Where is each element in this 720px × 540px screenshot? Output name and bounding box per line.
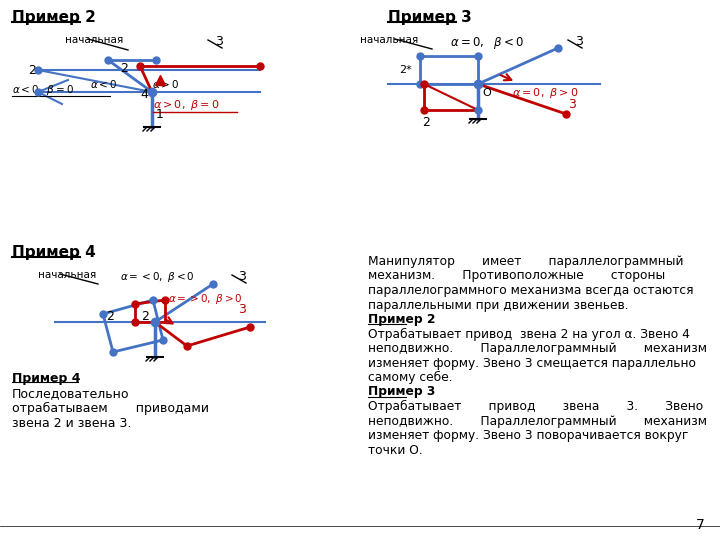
Text: изменяет форму. Звено 3 поворачивается вокруг: изменяет форму. Звено 3 поворачивается в… [368,429,688,442]
Text: 2: 2 [422,116,430,129]
Text: $\alpha=>0,\ \beta>0$: $\alpha=>0,\ \beta>0$ [168,292,243,306]
Text: изменяет форму. Звено 3 смещается параллельно: изменяет форму. Звено 3 смещается паралл… [368,356,696,369]
Text: 1: 1 [156,108,164,121]
Text: 3: 3 [215,35,223,48]
Text: звена 2 и звена 3.: звена 2 и звена 3. [12,417,131,430]
Text: точки О.: точки О. [368,443,423,456]
Text: 7: 7 [696,518,705,532]
Text: неподвижно.       Параллелограммный       механизм: неподвижно. Параллелограммный механизм [368,415,707,428]
Text: Пример 2: Пример 2 [12,10,96,25]
Text: 3: 3 [238,303,246,316]
Text: $\alpha{<}0$: $\alpha{<}0$ [90,78,117,90]
Text: 2: 2 [141,310,149,323]
Text: Пример 4: Пример 4 [12,245,96,260]
Text: 2: 2 [106,309,114,322]
Text: $\alpha=0,\ \ \beta<0$: $\alpha=0,\ \ \beta<0$ [450,35,524,51]
Text: $\alpha > 0,\ \beta = 0$: $\alpha > 0,\ \beta = 0$ [153,98,220,112]
Text: параллельными при движении звеньев.: параллельными при движении звеньев. [368,299,629,312]
Text: $\alpha < 0,\ \beta = 0$: $\alpha < 0,\ \beta = 0$ [12,83,74,97]
Text: отрабатываем       приводами: отрабатываем приводами [12,402,209,415]
Text: 3: 3 [568,98,576,111]
Text: Последовательно: Последовательно [12,387,130,400]
Text: 3: 3 [238,270,246,283]
Text: самому себе.: самому себе. [368,371,453,384]
Text: $\alpha=<0,\ \beta<0$: $\alpha=<0,\ \beta<0$ [120,270,195,284]
Text: 4: 4 [140,88,148,101]
Text: Пример 3: Пример 3 [388,10,472,25]
Text: параллелограммного механизма всегда остаются: параллелограммного механизма всегда оста… [368,284,693,297]
Text: Отрабатывает       привод       звена       3.       Звено       2: Отрабатывает привод звена 3. Звено 2 [368,400,720,413]
Text: 3: 3 [575,35,583,48]
Text: $\alpha=0,\ \beta>0$: $\alpha=0,\ \beta>0$ [512,86,578,100]
Text: O: O [482,88,491,98]
Text: 2: 2 [28,64,36,77]
Text: начальная: начальная [65,35,123,45]
Text: 2: 2 [120,63,128,76]
Text: начальная: начальная [360,35,418,45]
Text: $\alpha{>}0$: $\alpha{>}0$ [152,78,179,90]
Text: Пример 2: Пример 2 [368,313,436,326]
Text: Пример 3: Пример 3 [368,386,436,399]
Text: неподвижно.       Параллелограммный       механизм: неподвижно. Параллелограммный механизм [368,342,707,355]
Text: начальная: начальная [38,270,96,280]
Text: механизм.       Противоположные       стороны: механизм. Противоположные стороны [368,269,665,282]
Text: Манипулятор       имеет       параллелограммный: Манипулятор имеет параллелограммный [368,255,683,268]
Text: Пример 4: Пример 4 [12,372,81,385]
Text: 2*: 2* [400,65,412,75]
Text: Отрабатывает привод  звена 2 на угол α. Звено 4: Отрабатывает привод звена 2 на угол α. З… [368,327,690,341]
